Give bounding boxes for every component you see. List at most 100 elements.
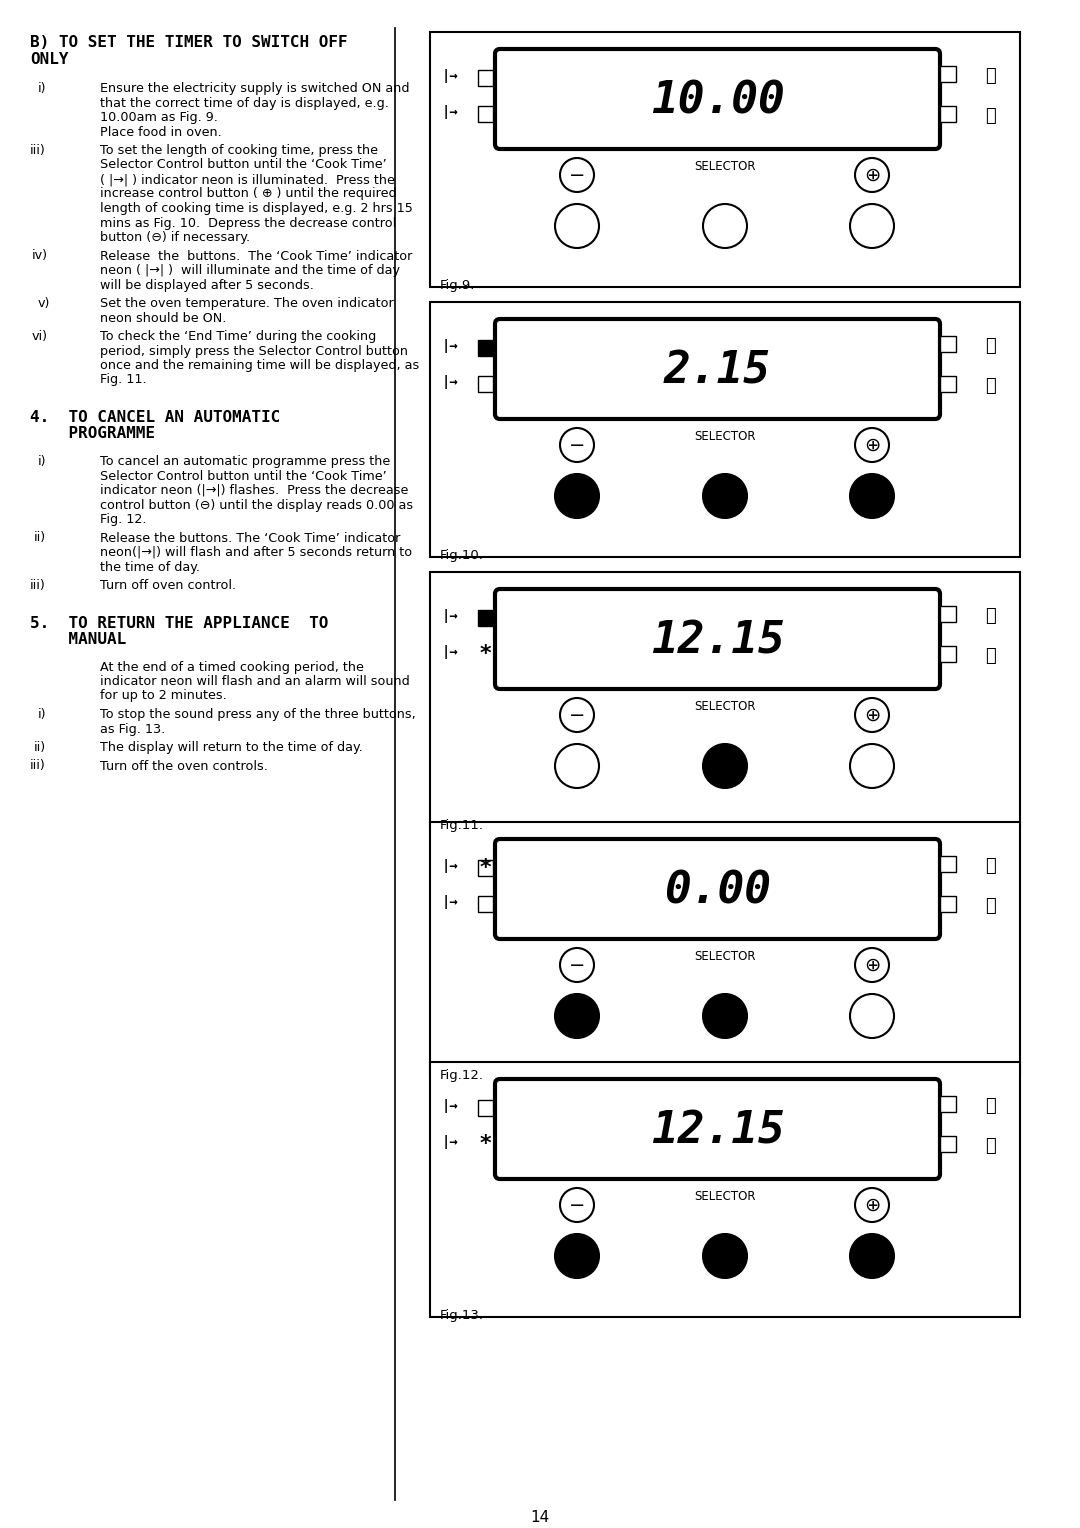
Circle shape [855,428,889,461]
Text: 4.  TO CANCEL AN AUTOMATIC: 4. TO CANCEL AN AUTOMATIC [30,410,280,425]
Text: Selector Control button until the ‘Cook Time’: Selector Control button until the ‘Cook … [100,159,387,171]
Text: iv): iv) [32,249,48,263]
Text: |→: |→ [442,69,459,83]
Bar [478,860,492,876]
Bar [940,336,956,351]
Text: |→: |→ [442,645,459,659]
Text: Set the oven temperature. The oven indicator: Set the oven temperature. The oven indic… [100,296,394,310]
Bar [940,895,956,912]
Text: To stop the sound press any of the three buttons,: To stop the sound press any of the three… [100,707,416,721]
Text: SELECTOR: SELECTOR [694,700,756,714]
Text: −: − [569,435,585,454]
Text: ⌚: ⌚ [985,607,996,625]
Circle shape [855,157,889,193]
Circle shape [850,995,894,1038]
Text: iii): iii) [30,579,45,591]
Text: 10.00am as Fig. 9.: 10.00am as Fig. 9. [100,112,218,124]
Bar [430,571,1020,827]
Circle shape [561,428,594,461]
Bar [940,1096,956,1112]
Text: ⌚: ⌚ [985,67,996,86]
Bar [940,607,956,622]
Text: indicator neon (|→|) flashes.  Press the decrease: indicator neon (|→|) flashes. Press the … [100,484,408,497]
Circle shape [561,1187,594,1222]
Bar [478,70,492,86]
Text: Turn off the oven controls.: Turn off the oven controls. [100,759,268,773]
Text: *: * [480,859,491,879]
Circle shape [703,205,747,248]
FancyBboxPatch shape [495,588,940,689]
Bar [478,341,492,356]
Text: Fig. 12.: Fig. 12. [100,513,147,526]
Circle shape [703,1235,747,1277]
Text: ⌛: ⌛ [985,646,996,665]
Text: iii): iii) [30,759,45,773]
Bar [940,646,956,662]
Text: i): i) [38,455,46,468]
Text: ⊕: ⊕ [864,1195,880,1215]
Text: −: − [569,955,585,975]
Text: 12.15: 12.15 [650,1109,784,1152]
Circle shape [855,947,889,983]
Text: −: − [569,1195,585,1215]
Circle shape [850,744,894,788]
Circle shape [855,698,889,732]
Text: −: − [569,706,585,724]
Circle shape [555,474,599,518]
Text: increase control button ( ⊕ ) until the required: increase control button ( ⊕ ) until the … [100,188,396,200]
Text: the time of day.: the time of day. [100,561,200,573]
Text: ii): ii) [33,532,46,544]
Bar [430,32,1020,287]
Text: |→: |→ [442,895,459,909]
Text: SELECTOR: SELECTOR [694,429,756,443]
Text: ⊕: ⊕ [864,706,880,724]
Bar [430,303,1020,558]
Bar [430,822,1020,1077]
Circle shape [555,1235,599,1277]
Text: Release  the  buttons.  The ‘Cook Time’ indicator: Release the buttons. The ‘Cook Time’ ind… [100,249,413,263]
Text: i): i) [38,707,46,721]
Text: Place food in oven.: Place food in oven. [100,125,221,139]
Text: ⌚: ⌚ [985,338,996,354]
Text: Release the buttons. The ‘Cook Time’ indicator: Release the buttons. The ‘Cook Time’ ind… [100,532,401,544]
Text: MANUAL: MANUAL [30,633,126,646]
Text: Fig.13.: Fig.13. [440,1309,484,1322]
Text: −: − [569,165,585,185]
Text: for up to 2 minutes.: for up to 2 minutes. [100,689,227,703]
Text: Fig.11.: Fig.11. [440,819,484,833]
Circle shape [555,744,599,788]
Text: 10.00: 10.00 [650,79,784,122]
Circle shape [555,205,599,248]
Circle shape [703,995,747,1038]
Text: iii): iii) [30,144,45,157]
Text: 2.15: 2.15 [664,350,771,393]
Text: ⊕: ⊕ [864,435,880,454]
Bar [478,895,492,912]
FancyBboxPatch shape [495,49,940,150]
Bar [940,105,956,122]
Text: |→: |→ [442,374,459,390]
Circle shape [561,947,594,983]
Text: 5.  TO RETURN THE APPLIANCE  TO: 5. TO RETURN THE APPLIANCE TO [30,616,328,631]
Circle shape [850,205,894,248]
Bar [940,66,956,83]
Text: At the end of a timed cooking period, the: At the end of a timed cooking period, th… [100,660,364,674]
Text: neon should be ON.: neon should be ON. [100,312,227,324]
Text: ⌛: ⌛ [985,1137,996,1155]
Text: 12.15: 12.15 [650,619,784,663]
Text: Fig. 11.: Fig. 11. [100,373,147,387]
Text: ⊕: ⊕ [864,165,880,185]
Bar [940,856,956,872]
Text: that the correct time of day is displayed, e.g.: that the correct time of day is displaye… [100,96,389,110]
Text: 0.00: 0.00 [664,869,771,912]
Text: ii): ii) [33,741,46,753]
Text: |→: |→ [442,610,459,623]
Bar [430,1062,1020,1317]
Circle shape [703,474,747,518]
Text: SELECTOR: SELECTOR [694,950,756,963]
Text: neon(|→|) will flash and after 5 seconds return to: neon(|→|) will flash and after 5 seconds… [100,545,413,559]
Text: ⊕: ⊕ [864,955,880,975]
FancyBboxPatch shape [495,319,940,419]
Circle shape [703,744,747,788]
Text: SELECTOR: SELECTOR [694,160,756,173]
